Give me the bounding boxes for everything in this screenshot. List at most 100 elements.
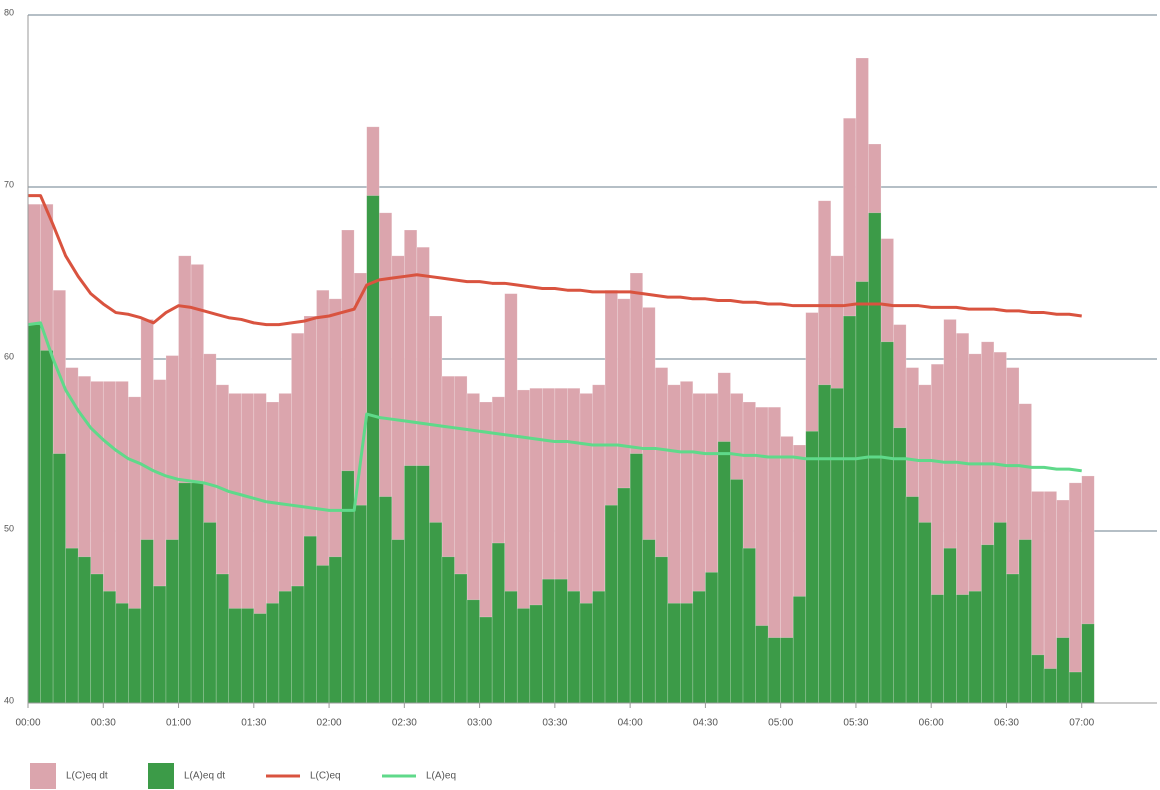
bar — [918, 522, 932, 704]
x-tick-label: 03:00 — [467, 718, 492, 729]
bar — [366, 195, 380, 704]
bar — [215, 573, 230, 704]
bar — [416, 465, 430, 704]
bar — [441, 556, 455, 704]
bar — [604, 504, 618, 704]
x-tick-label: 05:00 — [768, 718, 793, 729]
bar — [491, 542, 505, 704]
bar — [981, 544, 995, 704]
bar — [830, 387, 844, 704]
legend: L(C)eq dt L(A)eq dt L(C)eq L(A)eq — [30, 763, 456, 789]
bar — [667, 602, 681, 704]
bar — [253, 613, 267, 704]
bar — [190, 482, 204, 704]
bar — [479, 616, 493, 704]
bar — [855, 281, 869, 704]
bar — [128, 608, 142, 704]
bar — [893, 427, 907, 704]
y-tick-label: 40 — [4, 695, 14, 705]
bar — [90, 573, 104, 704]
x-tick-label: 03:30 — [542, 718, 567, 729]
bar — [52, 453, 66, 704]
bar — [65, 547, 79, 704]
bar — [617, 487, 631, 704]
lines — [27, 194, 1082, 512]
bar — [291, 585, 305, 704]
bar — [1081, 623, 1095, 704]
bar — [203, 522, 217, 704]
bar — [843, 315, 857, 704]
bar — [278, 590, 292, 704]
bar — [1068, 671, 1083, 704]
y-tick-label: 80 — [4, 7, 14, 17]
bar — [755, 625, 769, 704]
bar — [1031, 654, 1045, 704]
x-tick-label: 01:00 — [166, 718, 191, 729]
legend-label: L(A)eq — [426, 771, 456, 782]
bar — [178, 482, 192, 704]
bar — [353, 504, 367, 704]
legend-label: L(C)eq — [310, 771, 341, 782]
line — [28, 194, 1082, 327]
bar — [40, 350, 54, 704]
x-tick-label: 05:30 — [843, 718, 868, 729]
bar — [102, 590, 117, 704]
legend-swatch — [30, 763, 56, 789]
bar — [905, 496, 919, 704]
bar — [77, 556, 92, 704]
bar — [240, 608, 255, 704]
bar — [266, 602, 280, 704]
bar — [165, 539, 179, 704]
bar — [730, 479, 744, 704]
bar — [542, 578, 556, 704]
bar — [328, 556, 342, 704]
bar — [1006, 573, 1020, 704]
y-tick-label: 60 — [4, 351, 14, 361]
legend-label: L(C)eq dt — [66, 771, 108, 782]
bar — [629, 453, 643, 704]
bar — [1056, 637, 1070, 704]
y-tick-label: 70 — [4, 179, 14, 189]
bar — [404, 465, 418, 704]
bar — [567, 590, 581, 704]
bar — [680, 602, 694, 704]
bar — [943, 547, 957, 704]
bar — [742, 547, 756, 704]
bar — [504, 590, 518, 704]
x-tick-label: 02:00 — [317, 718, 342, 729]
bar — [592, 590, 606, 704]
bar — [880, 341, 894, 704]
legend-label: L(A)eq dt — [184, 771, 225, 782]
x-tick-label: 00:30 — [91, 718, 116, 729]
bar — [115, 602, 129, 704]
bar — [817, 384, 832, 704]
bar — [228, 608, 242, 704]
bar — [654, 556, 669, 704]
bars — [27, 57, 1095, 704]
bar — [429, 522, 443, 704]
bar — [930, 594, 945, 704]
bar — [140, 539, 154, 704]
x-tick-label: 02:30 — [392, 718, 417, 729]
line — [27, 321, 1082, 512]
bar — [1043, 668, 1057, 704]
bar — [554, 578, 568, 704]
bar — [642, 539, 656, 704]
bar — [1068, 482, 1083, 704]
bar — [378, 496, 393, 704]
bar — [391, 539, 405, 704]
axes: 40 50 60 70 80 00:00 00:30 01:00 01:30 02:00 02:30… — [4, 7, 1157, 729]
bar — [303, 535, 317, 704]
bar — [692, 590, 706, 704]
bar — [466, 599, 480, 704]
bar — [780, 637, 794, 704]
bar — [579, 602, 593, 704]
x-tick-label: 07:00 — [1069, 718, 1094, 729]
x-tick-label: 04:30 — [693, 718, 718, 729]
bar — [153, 585, 167, 704]
legend-swatch — [148, 763, 174, 789]
x-tick-label: 06:00 — [919, 718, 944, 729]
bar — [717, 441, 731, 704]
x-tick-label: 01:30 — [241, 718, 266, 729]
